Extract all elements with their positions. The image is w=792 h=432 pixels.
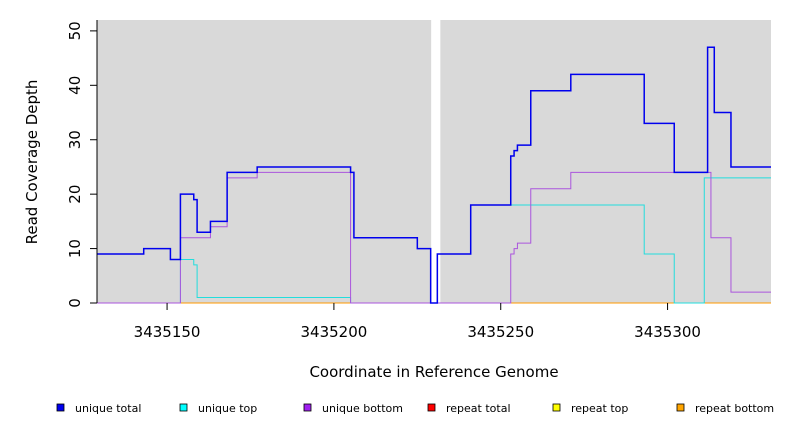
- x-axis-title: Coordinate in Reference Genome: [309, 363, 558, 381]
- y-tick-label: 50: [66, 21, 84, 40]
- plot-panel: [97, 20, 771, 303]
- panel-left: [97, 20, 432, 303]
- legend-label: repeat total: [446, 402, 511, 415]
- y-tick-label: 20: [66, 185, 84, 204]
- legend-swatch: [179, 403, 188, 412]
- x-tick-label: 3435200: [300, 323, 367, 341]
- x-tick-label: 3435300: [634, 323, 701, 341]
- legend-swatch: [427, 403, 436, 412]
- series-layer: [97, 46, 771, 304]
- legend-label: unique bottom: [322, 402, 403, 415]
- x-tick-label: 3435250: [467, 323, 534, 341]
- panel-right: [440, 20, 771, 303]
- y-tick-label: 10: [66, 239, 84, 258]
- legend-label: unique total: [75, 402, 141, 415]
- legend: unique total unique top unique bottom repea…: [56, 402, 774, 415]
- y-tick-label: 0: [66, 298, 84, 308]
- y-axis-title: Read Coverage Depth: [23, 80, 41, 245]
- y-tick-label: 40: [66, 76, 84, 95]
- legend-label: repeat top: [571, 402, 628, 415]
- legend-swatch: [303, 403, 312, 412]
- legend-swatch: [552, 403, 561, 412]
- series-unique-total-line: [97, 46, 771, 304]
- legend-swatch: [676, 403, 685, 412]
- x-tick-label: 3435150: [134, 323, 201, 341]
- legend-label: repeat bottom: [695, 402, 774, 415]
- legend-swatch: [56, 403, 65, 412]
- y-tick-label: 30: [66, 130, 84, 149]
- axes: 0 10 20 30 40 50 3435150 3435200 3435250 3435300: [66, 20, 701, 341]
- legend-label: unique top: [198, 402, 257, 415]
